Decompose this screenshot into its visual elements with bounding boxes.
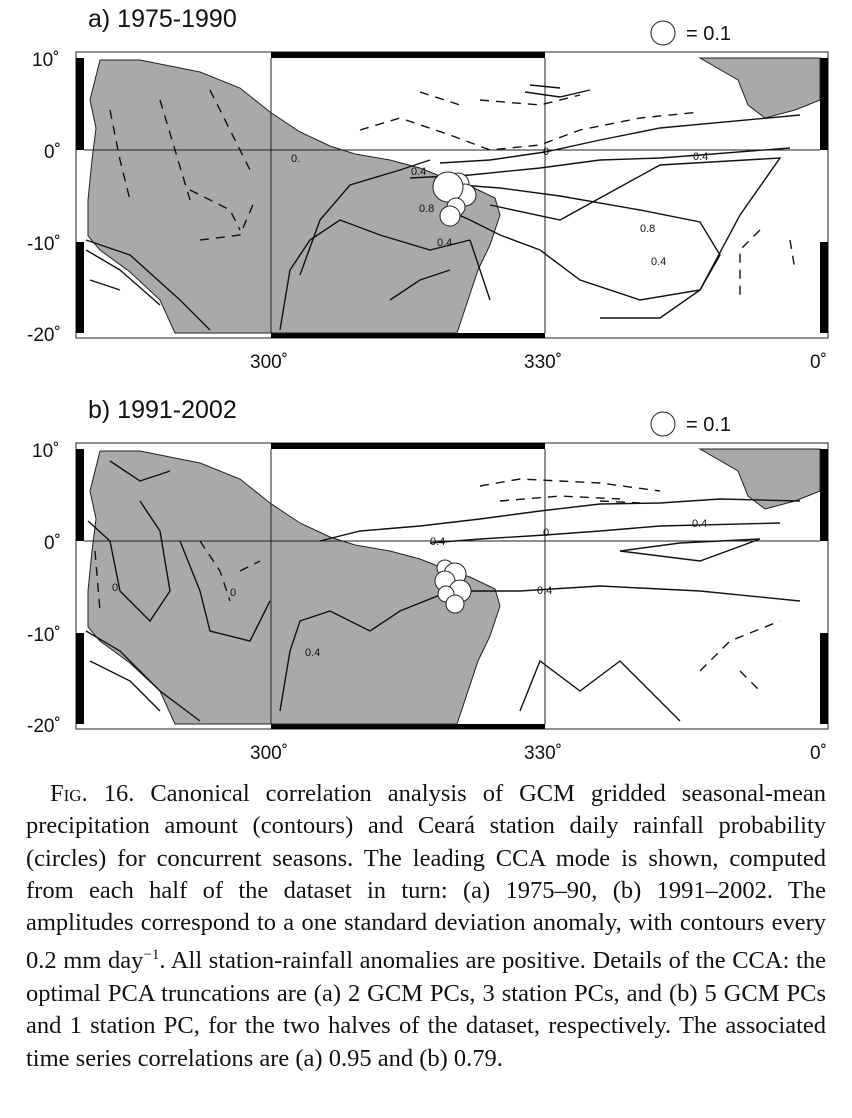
- frame-bar: [76, 58, 84, 150]
- contour-label: 0.: [291, 153, 300, 165]
- contour-label: 0: [230, 587, 236, 599]
- legend-circle: [650, 20, 676, 46]
- frame-bar: [820, 633, 828, 724]
- contour-label: 0.4: [430, 536, 445, 548]
- contour-label: 0.8: [419, 203, 434, 215]
- contour-label: 0.4: [537, 585, 552, 597]
- frame-bar: [76, 633, 84, 724]
- contour-labels: 0 0 0.4 0 0.4 0.4 0.4: [112, 518, 707, 659]
- x-tick: 0˚: [810, 743, 827, 764]
- south-america-land: [87, 59, 501, 334]
- y-tick: -20˚: [27, 716, 61, 737]
- contour-label: 0.4: [305, 647, 320, 659]
- x-tick: 300˚: [250, 352, 288, 373]
- panel-title: b) 1991-2002: [88, 396, 237, 424]
- station-circles: [432, 171, 477, 227]
- x-tick: 0˚: [810, 352, 827, 373]
- contours: [85, 460, 801, 722]
- south-america-land: [87, 450, 501, 725]
- contour-label: 0.4: [693, 151, 708, 163]
- map-svg: b) 1991-2002 = 0.1 0 0 0.4 0 0.4 0.4 0.4…: [27, 396, 829, 764]
- y-tick: -20˚: [27, 325, 61, 346]
- frame-bar: [820, 242, 828, 333]
- contour-label: 0: [543, 146, 549, 158]
- map-svg: a) 1975-1990 = 0.1 0. 0.4 0.8 0 0.4 0.8 …: [27, 5, 829, 373]
- frame-bar: [820, 449, 828, 541]
- y-tick: 10˚: [32, 441, 59, 462]
- caption-text-continued: . All station-rainfall anomalies are pos…: [26, 947, 826, 1072]
- y-tick: 10˚: [32, 50, 59, 71]
- contour-label: 0.4: [692, 518, 707, 530]
- frame-bar: [76, 449, 84, 541]
- caption-superscript: −1: [143, 947, 160, 964]
- figure-number: Fig. 16.: [50, 780, 135, 807]
- contours: [85, 84, 801, 331]
- frame-bar: [76, 242, 84, 333]
- legend-label: = 0.1: [686, 414, 731, 436]
- frame-bar: [271, 724, 545, 729]
- y-tick: -10˚: [27, 625, 61, 646]
- x-tick: 330˚: [524, 743, 562, 764]
- y-tick: 0˚: [44, 533, 61, 554]
- frame-bar: [271, 443, 545, 449]
- africa-land: [698, 448, 821, 510]
- y-tick: 0˚: [44, 142, 61, 163]
- figure-caption: Fig. 16. Canonical correlation analysis …: [26, 778, 826, 1075]
- contour-label: 0.4: [411, 166, 426, 178]
- contour-label: 0: [112, 582, 118, 594]
- legend-label: = 0.1: [686, 23, 731, 45]
- x-tick: 330˚: [524, 352, 562, 373]
- y-tick: -10˚: [27, 234, 61, 255]
- contour-labels: 0. 0.4 0.8 0 0.4 0.8 0.4 0.4: [291, 146, 708, 268]
- panel-a-map: a) 1975-1990 = 0.1 0. 0.4 0.8 0 0.4 0.8 …: [0, 0, 852, 390]
- contour-label: 0.8: [640, 223, 655, 235]
- station-circles: [434, 559, 472, 614]
- x-tick: 300˚: [250, 743, 288, 764]
- panel-b-map: b) 1991-2002 = 0.1 0 0 0.4 0 0.4 0.4 0.4…: [0, 391, 852, 781]
- contour-label: 0: [543, 527, 549, 539]
- frame-bar: [271, 333, 545, 338]
- frame-bar: [271, 52, 545, 58]
- frame-bar: [820, 58, 828, 150]
- contour-label: 0.4: [651, 256, 666, 268]
- caption-text: Canonical correlation analysis of GCM gr…: [26, 780, 826, 975]
- panel-title: a) 1975-1990: [88, 5, 237, 33]
- contour-label: 0.4: [437, 237, 452, 249]
- legend-circle: [650, 411, 676, 437]
- africa-land: [698, 57, 821, 119]
